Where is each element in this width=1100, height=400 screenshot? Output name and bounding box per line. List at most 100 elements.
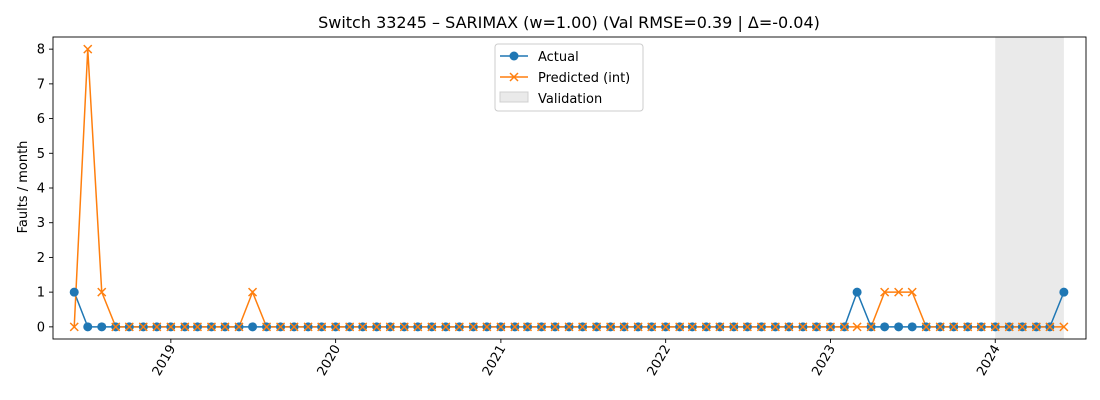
predicted-point (427, 322, 437, 332)
predicted-point (496, 322, 506, 332)
predicted-point (798, 322, 808, 332)
legend-frame (494, 43, 644, 112)
predicted-point (262, 322, 272, 332)
predicted-point (880, 287, 890, 297)
predicted-point (441, 322, 451, 332)
legend: Actual Predicted (int) Validation (494, 43, 644, 112)
actual-point (69, 287, 79, 297)
predicted-point (619, 322, 629, 332)
predicted-point (97, 287, 107, 297)
predicted-point (372, 322, 382, 332)
predicted-point (1004, 322, 1014, 332)
actual-point (248, 322, 258, 332)
predicted-point (715, 322, 725, 332)
y-tick-label: 0 (37, 320, 45, 335)
predicted-point (413, 322, 423, 332)
predicted-point (317, 322, 327, 332)
legend-label-validation: Validation (538, 92, 602, 107)
predicted-point (675, 322, 685, 332)
predicted-point (276, 322, 286, 332)
predicted-point (206, 322, 217, 332)
y-tick-label: 4 (37, 182, 45, 197)
predicted-point (331, 322, 341, 332)
y-tick-label: 5 (37, 147, 45, 162)
predicted-point (866, 322, 876, 332)
predicted-point (633, 322, 643, 332)
y-tick-label: 7 (37, 77, 45, 92)
predicted-point (564, 322, 574, 332)
predicted-point (811, 322, 821, 332)
predicted-point (248, 287, 258, 297)
predicted-point (166, 322, 176, 332)
predicted-point (935, 322, 945, 332)
predicted-point (1045, 322, 1055, 332)
actual-point (894, 322, 904, 332)
predicted-point (550, 322, 560, 332)
actual-point (907, 322, 917, 332)
predicted-point (578, 322, 588, 332)
y-tick-label: 1 (37, 286, 45, 301)
predicted-point (606, 322, 616, 332)
actual-point (97, 322, 107, 332)
predicted-point (345, 322, 355, 332)
predicted-point (825, 322, 835, 332)
actual-point (1059, 287, 1069, 297)
predicted-point (770, 322, 780, 332)
predicted-point (289, 322, 299, 332)
y-tick-label: 8 (37, 43, 45, 58)
predicted-point (69, 322, 79, 332)
predicted-point (510, 322, 520, 332)
predicted-point (661, 322, 671, 332)
actual-point (880, 322, 890, 332)
predicted-point (756, 322, 766, 332)
legend-label-actual: Actual (538, 50, 579, 65)
predicted-point (234, 322, 244, 332)
legend-actual-marker (509, 51, 519, 61)
predicted-point (729, 322, 739, 332)
predicted-point (701, 322, 711, 332)
predicted-point (303, 322, 313, 332)
chart-title: Switch 33245 – SARIMAX (w=1.00) (Val RMS… (318, 13, 820, 32)
predicted-point (536, 322, 547, 332)
legend-validation-swatch (499, 91, 529, 103)
actual-point (83, 322, 93, 332)
y-axis-label: Faults / month (16, 141, 31, 234)
predicted-point (592, 322, 602, 332)
predicted-point (482, 322, 492, 332)
predicted-point (894, 287, 904, 297)
predicted-point (921, 322, 931, 332)
predicted-point (454, 322, 464, 332)
predicted-point (1017, 322, 1027, 332)
predicted-point (647, 322, 657, 332)
predicted-point (138, 322, 148, 332)
predicted-point (784, 322, 794, 332)
legend-label-predicted: Predicted (int) (538, 71, 630, 86)
legend-predicted-marker (509, 72, 519, 82)
predicted-point (852, 322, 862, 332)
predicted-point (907, 287, 917, 297)
predicted-point (687, 322, 697, 332)
predicted-point (180, 322, 190, 332)
y-tick-label: 6 (37, 112, 45, 127)
predicted-point (742, 322, 752, 332)
predicted-point (152, 322, 162, 332)
predicted-point (399, 322, 409, 332)
predicted-point (358, 322, 368, 332)
predicted-point (949, 322, 959, 332)
y-tick-label: 3 (37, 216, 45, 231)
predicted-point (468, 322, 478, 332)
predicted-point (124, 322, 134, 332)
predicted-point (963, 322, 973, 332)
predicted-point (990, 322, 1000, 332)
predicted-point (192, 322, 203, 332)
predicted-point (385, 322, 395, 332)
y-tick-label: 2 (37, 251, 45, 266)
predicted-point (522, 322, 533, 332)
actual-point (852, 287, 862, 297)
validation-span (995, 37, 1064, 339)
predicted-point (1031, 322, 1041, 332)
predicted-point (83, 44, 93, 54)
predicted-point (1059, 322, 1069, 332)
predicted-point (839, 322, 849, 332)
